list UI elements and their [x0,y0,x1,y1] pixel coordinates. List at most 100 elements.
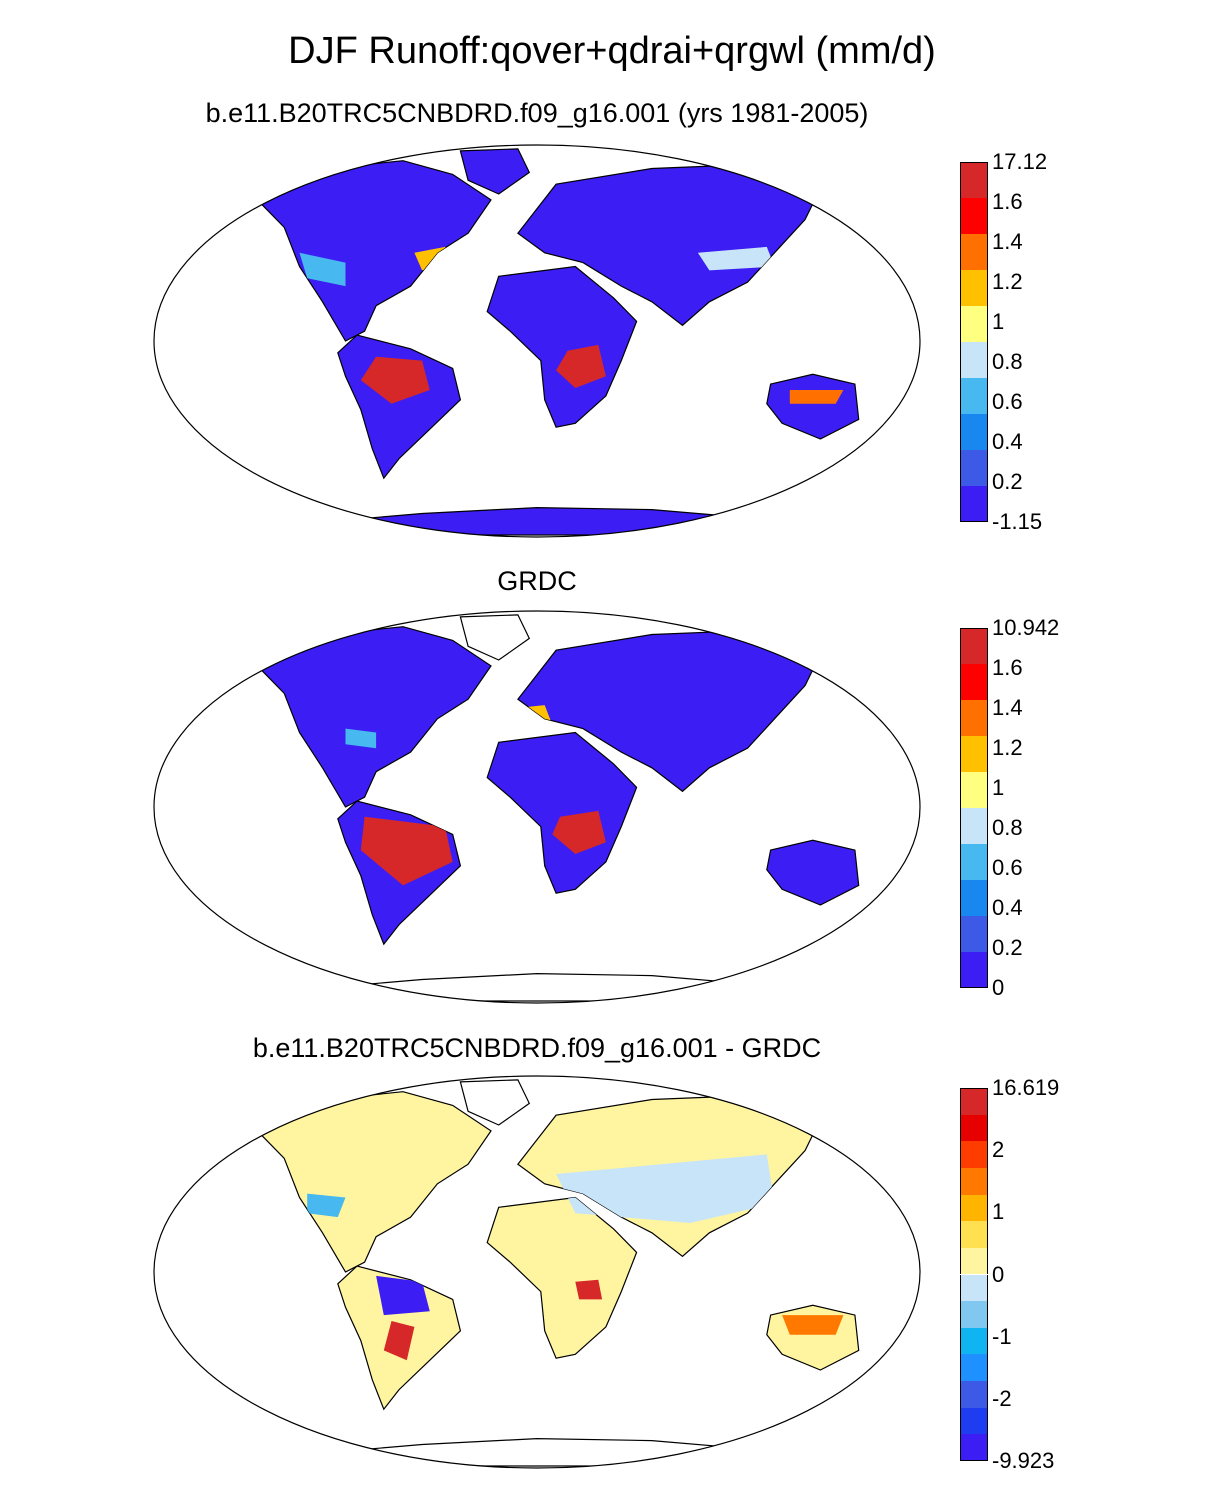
colorbar-label: -2 [992,1385,1012,1411]
colorbar-box [960,1221,988,1248]
colorbar-label: -1.15 [992,509,1043,534]
map-border [153,610,921,1004]
colorbar-box [960,700,988,736]
field-patch [789,390,844,404]
field-patch [360,356,430,404]
landmass-eurasia [517,629,826,793]
colorbar-panel-1 [960,162,988,522]
field-patch [383,1321,415,1361]
colorbar-box [960,844,988,880]
field-patch [697,246,775,271]
colorbar-box [960,808,988,844]
colorbar-box [960,450,988,486]
field-patch [360,816,453,886]
colorbar-label: 0.2 [992,935,1023,960]
landmass-north-america [256,1091,492,1273]
field-patch [376,1275,430,1316]
landmass-greenland [459,148,531,195]
colorbar-label: 16.619 [992,1075,1060,1100]
colorbar-box [960,1407,988,1435]
colorbar-panel-2 [960,628,988,988]
colorbar-label: 0.2 [992,469,1023,494]
landmass-africa [486,1196,638,1359]
colorbar-box [960,234,988,270]
colorbar-label: -9.923 [992,1448,1055,1473]
field-patch [552,810,606,854]
colorbar-label: 0 [992,1261,1005,1287]
colorbar-label: 1.6 [992,655,1023,680]
field-patch [575,1279,603,1300]
colorbar-label: 1 [992,1199,1005,1225]
colorbar-box [960,1274,988,1302]
colorbar-label: 1.4 [992,229,1023,254]
landmass-eurasia [517,163,826,327]
colorbar-label: 1 [992,309,1005,334]
colorbar-label: 0.6 [992,855,1023,880]
colorbar-box [960,1434,988,1461]
colorbar-box [960,1167,988,1195]
panel-2-title: GRDC [497,566,577,596]
landmass-north-america [256,160,492,342]
colorbar-label: 2 [992,1137,1005,1163]
map-border [153,1075,921,1469]
colorbar-box [960,1381,988,1408]
colorbar-label: 1.4 [992,695,1023,720]
panel-3-title: b.e11.B20TRC5CNBDRD.f09_g16.001 - GRDC [252,1033,822,1063]
colorbar-box [960,486,988,522]
colorbar-box [960,378,988,414]
colorbar-box [960,880,988,916]
colorbar-box [960,1301,988,1328]
landmass-antarctica [307,1437,768,1467]
colorbar-label: 1.2 [992,269,1023,294]
colorbar-label: 0.4 [992,895,1023,920]
colorbar-box [960,1327,988,1355]
colorbar-box [960,306,988,342]
landmass-australia [766,839,860,906]
landmass-north-america [256,626,492,808]
panel-1-title: b.e11.B20TRC5CNBDRD.f09_g16.001 (yrs 198… [205,98,869,128]
colorbar-label: 0.8 [992,349,1023,374]
colorbar-box [960,162,988,198]
field-patch [307,1193,346,1218]
field-patch [556,1154,775,1223]
colorbar-label: 1.2 [992,735,1023,760]
colorbar-box [960,916,988,952]
colorbar-box [960,198,988,234]
colorbar-box [960,664,988,700]
colorbar-label: 17.12 [992,149,1048,174]
colorbar-box [960,414,988,450]
landmass-greenland [459,1079,531,1126]
colorbar-box [960,270,988,306]
landmass-africa [486,731,638,894]
colorbar-label: 0.8 [992,815,1023,840]
colorbar-box [960,342,988,378]
colorbar-label: 0 [992,975,1005,1000]
field-patch [556,344,606,388]
field-patch [299,252,346,287]
landmass-greenland [459,614,531,661]
colorbar-box [960,628,988,664]
colorbar-box [960,1114,988,1142]
colorbar-label: 0.6 [992,389,1023,414]
colorbar-panel-3 [960,1088,988,1461]
colorbar-box [960,1354,988,1382]
figure-title: DJF Runoff:qover+qdrai+qrgwl (mm/d) [288,30,936,72]
colorbar-box [960,1141,988,1168]
colorbar-label: 1.6 [992,189,1023,214]
colorbar-label: 0.4 [992,429,1023,454]
colorbar-label: 1 [992,775,1005,800]
colorbar-box [960,772,988,808]
field-patch [345,728,377,749]
landmass-australia [766,1304,860,1371]
colorbar-box [960,1247,988,1275]
landmass-africa [486,265,638,428]
colorbar-box [960,1088,988,1115]
colorbar-label: 10.942 [992,615,1060,640]
map-border [153,144,921,538]
colorbar-box [960,952,988,988]
field-patch [782,1315,844,1335]
colorbar-box [960,1194,988,1222]
